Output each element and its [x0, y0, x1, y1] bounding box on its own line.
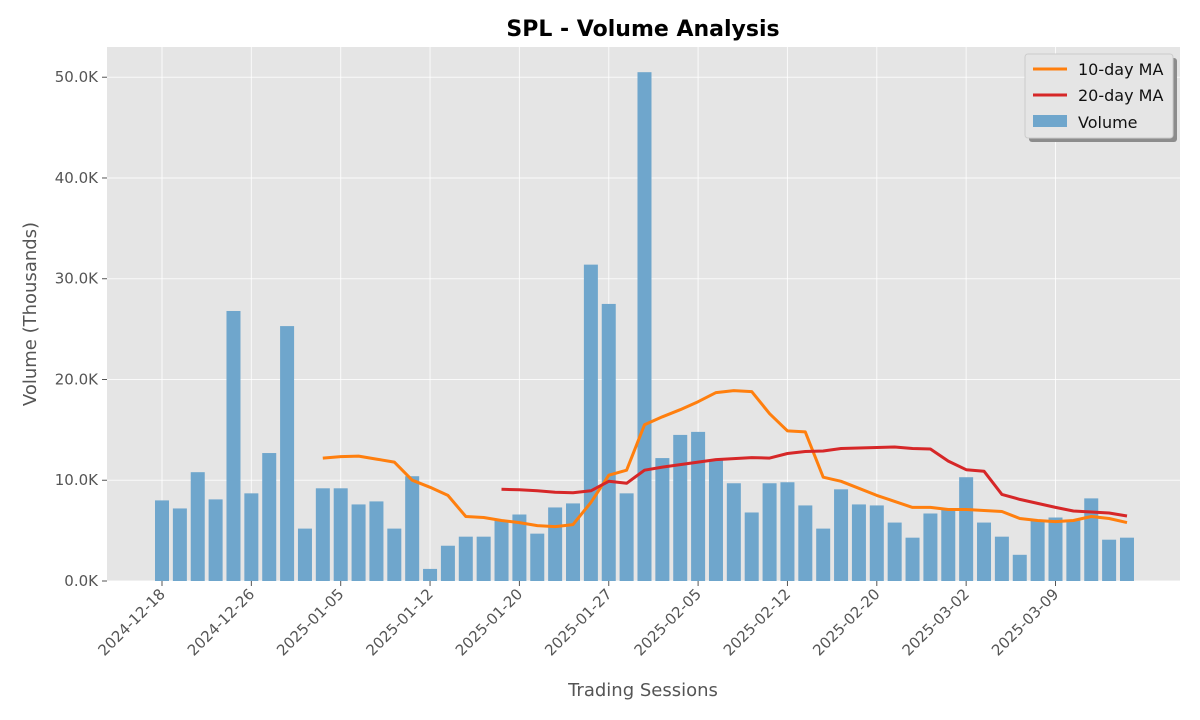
volume-bar	[333, 488, 348, 581]
volume-bar	[262, 453, 277, 581]
volume-bar	[512, 514, 527, 581]
y-tick-label: 10.0K	[55, 471, 99, 489]
x-tick-label: 2025-03-09	[988, 585, 1062, 659]
volume-bar	[190, 472, 205, 581]
volume-bar	[655, 458, 670, 581]
x-tick-label: 2025-01-05	[273, 585, 347, 659]
volume-bar	[673, 434, 688, 581]
volume-bar	[708, 460, 723, 581]
volume-bar	[923, 513, 938, 581]
moving-average-lines	[322, 389, 1128, 529]
volume-bar	[726, 483, 741, 581]
volume-bar	[744, 512, 759, 581]
volume-bar	[691, 431, 706, 581]
volume-bar	[977, 522, 992, 581]
volume-bar	[851, 504, 866, 581]
volume-bar	[905, 537, 920, 581]
y-tick-label: 20.0K	[55, 370, 99, 388]
volume-bar	[315, 488, 330, 581]
volume-bar	[172, 508, 187, 581]
volume-bar	[637, 72, 652, 581]
volume-bar	[280, 326, 295, 581]
volume-bar	[1048, 517, 1063, 581]
volume-bar	[869, 505, 884, 581]
volume-bar	[941, 509, 956, 581]
volume-bar	[226, 310, 241, 581]
volume-bar	[440, 545, 455, 581]
y-tick-label: 0.0K	[64, 572, 99, 590]
y-tick-label: 40.0K	[55, 169, 99, 187]
10-day-ma-line	[322, 389, 1128, 529]
volume-bar	[1030, 520, 1045, 581]
volume-bar	[476, 536, 491, 581]
y-tick-label: 30.0K	[55, 270, 99, 288]
x-tick-label: 2025-03-02	[899, 585, 973, 659]
y-tick-label: 50.0K	[55, 68, 99, 86]
volume-bar	[387, 528, 402, 581]
volume-bar	[1102, 539, 1117, 581]
20-day-ma-line	[501, 445, 1128, 518]
volume-bar	[619, 493, 634, 581]
volume-bar	[959, 477, 974, 581]
volume-bar	[798, 505, 813, 581]
x-tick-label: 2025-01-12	[362, 585, 436, 659]
volume-bar	[583, 264, 598, 581]
legend-label-volume: Volume	[1078, 113, 1138, 132]
x-tick-label: 2025-02-05	[631, 585, 705, 659]
volume-bar	[494, 520, 509, 581]
volume-bar	[834, 489, 849, 581]
x-tick-label: 2024-12-26	[184, 585, 258, 659]
legend-label-20-day-ma: 20-day MA	[1078, 86, 1163, 105]
volume-bar	[351, 504, 366, 581]
legend-label-10-day-ma: 10-day MA	[1078, 60, 1163, 79]
volume-bar	[887, 522, 902, 581]
x-axis-label: Trading Sessions	[567, 680, 718, 701]
volume-bar	[1012, 554, 1027, 581]
legend: 10-day MA 20-day MA Volume	[1024, 53, 1177, 142]
volume-bar	[601, 303, 616, 581]
volume-bar	[994, 536, 1009, 581]
volume-bar	[530, 533, 545, 581]
volume-bar	[423, 568, 438, 581]
volume-bar	[762, 483, 777, 581]
volume-bar	[297, 528, 312, 581]
volume-bars	[155, 72, 1134, 581]
chart-title: SPL - Volume Analysis	[506, 17, 779, 42]
volume-bar	[548, 507, 563, 581]
y-axis-label: Volume (Thousands)	[20, 222, 41, 406]
volume-bar	[244, 493, 259, 581]
volume-bar	[1066, 520, 1081, 581]
volume-bar	[458, 536, 473, 581]
volume-bar	[566, 503, 581, 581]
x-tick-label: 2025-01-20	[452, 585, 526, 659]
x-tick-label: 2025-01-27	[541, 585, 615, 659]
x-tick-label: 2025-02-12	[720, 585, 794, 659]
volume-bar	[369, 501, 384, 581]
x-tick-label: 2024-12-18	[94, 585, 168, 659]
x-tick-label: 2025-02-20	[809, 585, 883, 659]
legend-swatch-volume	[1033, 115, 1067, 127]
volume-bar	[208, 499, 223, 581]
volume-bar	[1119, 537, 1134, 581]
volume-bar	[1084, 498, 1099, 581]
volume-bar	[405, 476, 420, 581]
volume-bar	[780, 482, 795, 581]
volume-bar	[816, 528, 831, 581]
volume-bar	[155, 500, 169, 581]
